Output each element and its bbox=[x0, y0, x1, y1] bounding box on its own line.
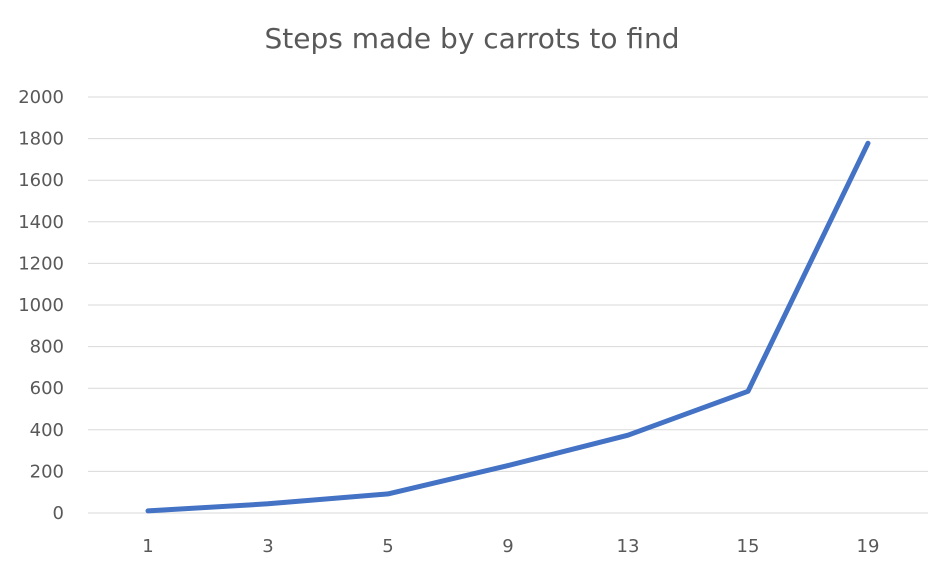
y-tick-label: 1800 bbox=[18, 129, 64, 150]
y-tick-label: 200 bbox=[30, 461, 64, 482]
series-layer bbox=[145, 140, 871, 514]
y-tick-label: 1200 bbox=[18, 253, 64, 274]
x-tick-label: 13 bbox=[617, 536, 640, 557]
y-axis-tick-labels: 0 200 400 600 800 1000 1200 1400 1600 1800 2000 bbox=[18, 87, 64, 524]
y-tick-label: 1600 bbox=[18, 170, 64, 191]
series-line-0 bbox=[145, 140, 871, 514]
chart-title: Steps made by carrots to find bbox=[264, 22, 680, 55]
y-tick-label: 800 bbox=[30, 337, 64, 358]
x-tick-label: 15 bbox=[737, 536, 760, 557]
y-tick-label: 400 bbox=[30, 420, 64, 441]
grid-lines bbox=[88, 96, 928, 514]
x-tick-label: 3 bbox=[262, 536, 273, 557]
y-tick-label: 600 bbox=[30, 378, 64, 399]
y-tick-label: 1400 bbox=[18, 212, 64, 233]
x-tick-label: 19 bbox=[857, 536, 880, 557]
x-tick-label: 1 bbox=[142, 536, 153, 557]
y-tick-label: 2000 bbox=[18, 87, 64, 108]
y-tick-label: 1000 bbox=[18, 295, 64, 316]
y-tick-label: 0 bbox=[53, 503, 64, 524]
x-tick-label: 9 bbox=[502, 536, 513, 557]
x-axis-tick-labels: 1 3 5 9 13 15 19 bbox=[142, 536, 879, 557]
x-tick-label: 5 bbox=[382, 536, 393, 557]
